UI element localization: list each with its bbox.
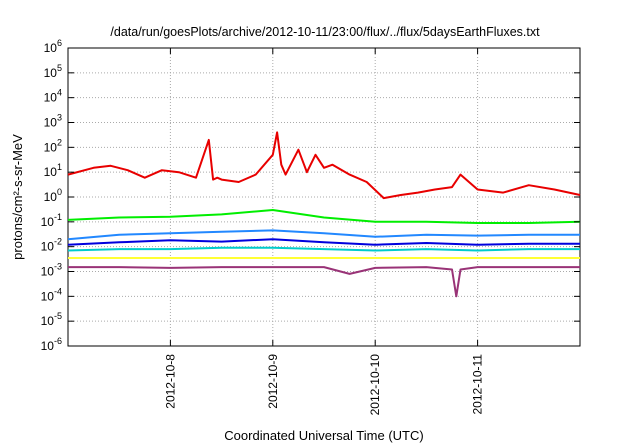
series-lines xyxy=(67,131,581,298)
chart-title: /data/run/goesPlots/archive/2012-10-11/2… xyxy=(110,25,540,39)
y-tick-label: 103 xyxy=(44,113,62,130)
grid-lines xyxy=(68,48,580,346)
x-tick-label: 2012-10-11 xyxy=(471,354,485,415)
x-axis-label: Coordinated Universal Time (UTC) xyxy=(224,428,423,443)
y-tick-label: 101 xyxy=(44,162,62,179)
series-line-1 xyxy=(67,131,581,200)
series-line-3 xyxy=(67,229,580,241)
y-tick-label: 10-5 xyxy=(41,311,62,328)
x-tick-label: 2012-10-10 xyxy=(368,354,382,416)
y-tick-label: 10-1 xyxy=(41,212,62,229)
y-tick-label: 10-3 xyxy=(41,262,62,279)
series-line-7 xyxy=(68,266,580,298)
y-tick-label: 104 xyxy=(44,88,62,105)
y-tick-label: 106 xyxy=(44,38,62,55)
series-line-2 xyxy=(67,209,581,224)
y-tick-label: 10-2 xyxy=(41,237,62,254)
y-axis-label: protons/cm²-s-sr-MeV xyxy=(10,134,25,260)
y-tick-label: 100 xyxy=(44,187,62,204)
y-tick-label: 105 xyxy=(44,63,62,80)
y-tick-label: 102 xyxy=(44,137,62,154)
y-axis: 10-6 10-5 10-4 10-3 10-2 10-1 100 101 102 103 104 1… xyxy=(41,38,580,353)
series-line-4 xyxy=(67,238,580,246)
y-tick-label: 10-4 xyxy=(41,286,62,303)
x-tick-label: 2012-10-8 xyxy=(163,354,177,409)
x-tick-label: 2012-10-9 xyxy=(266,354,280,409)
y-tick-label: 10-6 xyxy=(41,336,62,353)
x-axis: 2012-10-8 2012-10-9 2012-10-10 2012-10-11 xyxy=(163,48,485,416)
series-line-5 xyxy=(67,246,580,252)
